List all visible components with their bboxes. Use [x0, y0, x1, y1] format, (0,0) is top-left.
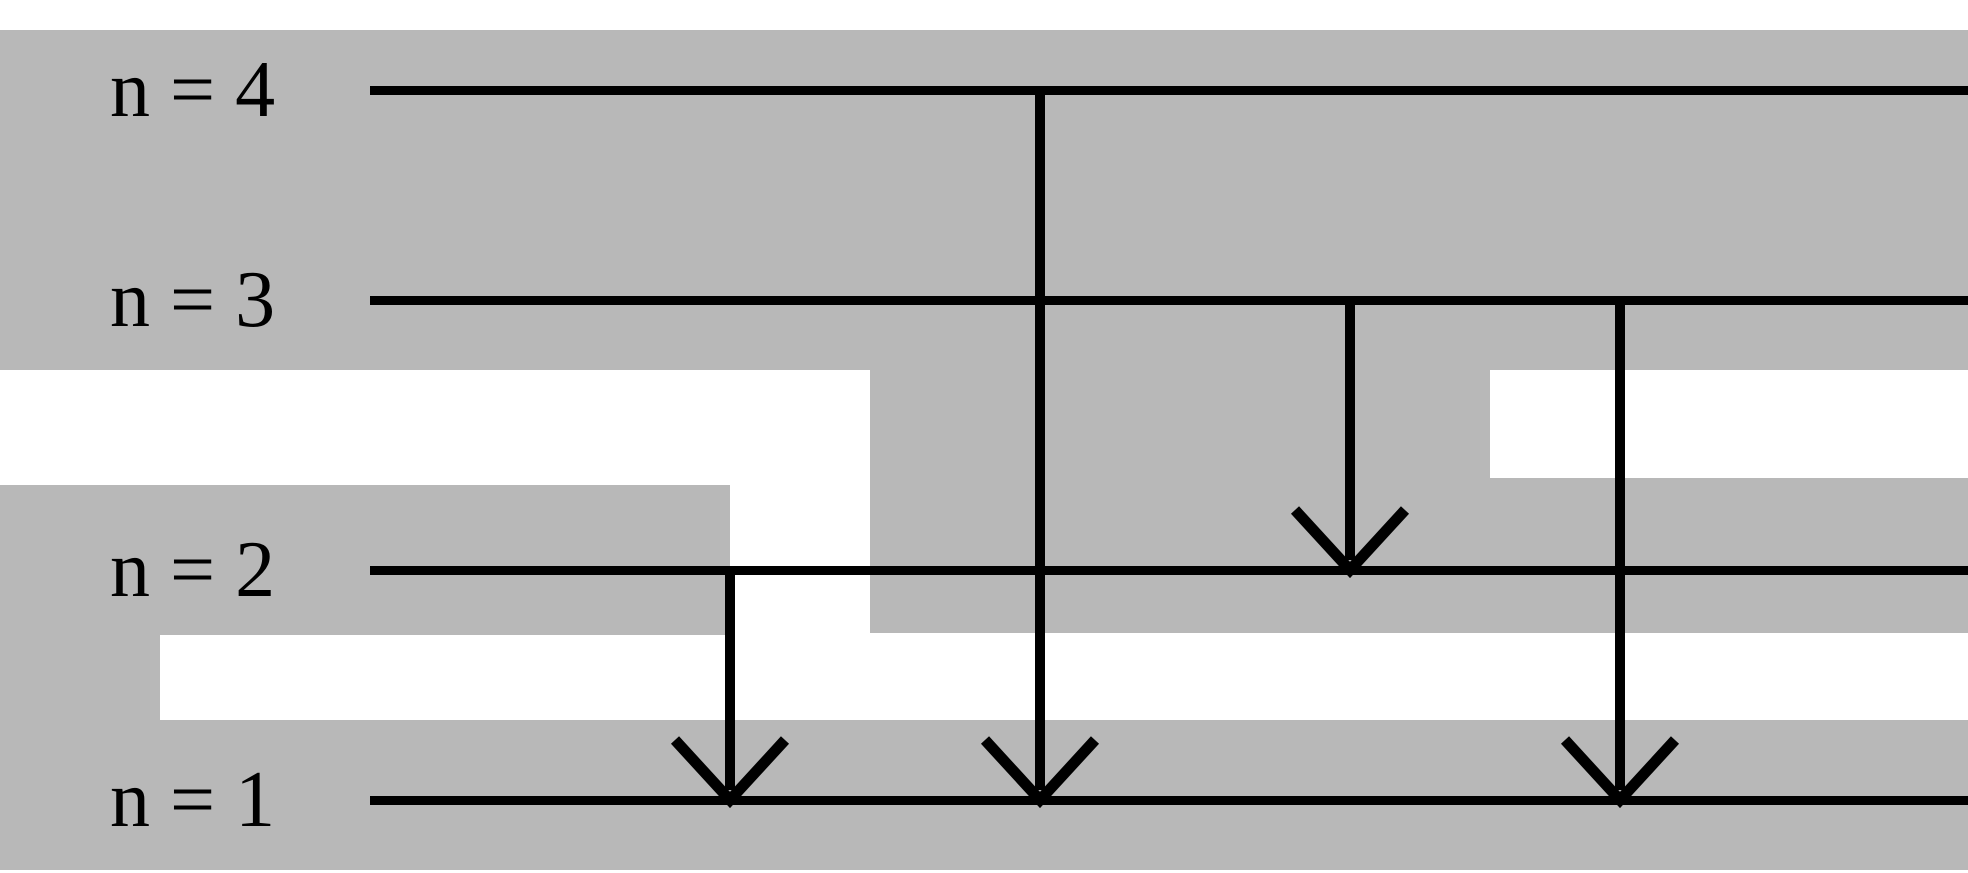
transition-arrow-3-1: [1565, 300, 1675, 800]
transition-arrow-2-1: [675, 570, 785, 800]
transitions-layer: [0, 0, 1968, 873]
transition-arrow-3-2: [1295, 300, 1405, 570]
energy-level-diagram: n = 4 n = 3 n = 2 n = 1: [0, 0, 1968, 873]
transition-arrow-4-1: [985, 90, 1095, 800]
